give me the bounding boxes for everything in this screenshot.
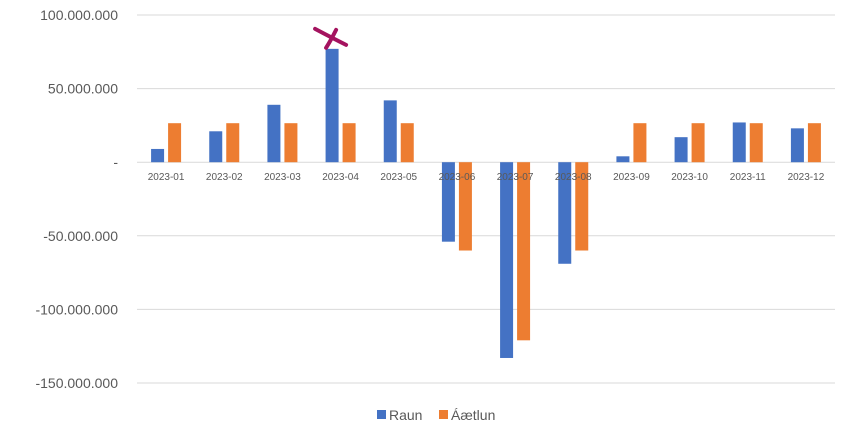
x-tick-label: 2023-06 <box>439 172 476 183</box>
x-tick-label: 2023-12 <box>788 172 825 183</box>
bar-raun-2023-04 <box>325 48 339 163</box>
annotation <box>313 26 349 50</box>
bar-raun-2023-09 <box>616 156 630 163</box>
bar-aaetlun-2023-03 <box>284 123 298 163</box>
bars <box>151 48 821 358</box>
bar-aaetlun-2023-02 <box>226 123 240 163</box>
y-tick-label: -50.000.000 <box>43 228 118 244</box>
x-tick-label: 2023-11 <box>730 172 766 183</box>
legend-swatch <box>439 410 448 419</box>
x-tick-label: 2023-05 <box>380 172 417 183</box>
bar-raun-2023-11 <box>732 122 746 163</box>
bar-aaetlun-2023-04 <box>342 123 356 163</box>
legend-swatch <box>377 410 386 419</box>
x-axis-tick-labels: 2023-01 2023-02 2023-03 2023-04 2023-05 2023-… <box>148 172 825 183</box>
bar-aaetlun-2023-08 <box>575 162 589 251</box>
gridlines <box>137 14 835 384</box>
x-tick-label: 2023-08 <box>555 172 592 183</box>
bar-aaetlun-2023-06 <box>458 162 472 251</box>
legend-label: Raun <box>389 407 422 423</box>
x-tick-label: 2023-04 <box>322 172 359 183</box>
legend: Raun Áætlun <box>377 407 495 423</box>
bar-raun-2023-08 <box>558 162 572 264</box>
bar-raun-2023-06 <box>441 162 455 242</box>
bar-raun-2023-01 <box>151 148 165 163</box>
x-tick-label: 2023-02 <box>206 172 243 183</box>
bar-raun-2023-10 <box>674 137 688 163</box>
bar-raun-2023-02 <box>209 131 223 163</box>
bar-aaetlun-2023-09 <box>633 123 647 163</box>
bar-aaetlun-2023-05 <box>400 123 414 163</box>
y-tick-label: 50.000.000 <box>48 81 118 97</box>
y-tick-label: -150.000.000 <box>35 375 118 391</box>
bar-raun-2023-05 <box>383 100 397 163</box>
bar-aaetlun-2023-07 <box>517 162 531 341</box>
x-tick-label: 2023-03 <box>264 172 301 183</box>
bar-aaetlun-2023-01 <box>168 123 182 163</box>
x-tick-label: 2023-10 <box>671 172 708 183</box>
bar-aaetlun-2023-10 <box>691 123 705 163</box>
bar-raun-2023-12 <box>790 128 804 163</box>
bar-aaetlun-2023-12 <box>807 123 821 163</box>
legend-label: Áætlun <box>451 407 495 423</box>
bar-raun-2023-07 <box>500 162 514 358</box>
bar-aaetlun-2023-11 <box>749 123 763 163</box>
bar-raun-2023-03 <box>267 104 281 163</box>
y-axis-tick-labels: 100.000.000 50.000.000 - -50.000.000 -100.00… <box>35 7 118 391</box>
y-tick-label: -100.000.000 <box>35 301 118 317</box>
x-tick-label: 2023-07 <box>497 172 534 183</box>
y-tick-label: - <box>113 154 118 170</box>
x-tick-label: 2023-01 <box>148 172 185 183</box>
x-tick-label: 2023-09 <box>613 172 650 183</box>
y-tick-label: 100.000.000 <box>40 7 118 23</box>
annotation-stroke <box>324 27 339 50</box>
